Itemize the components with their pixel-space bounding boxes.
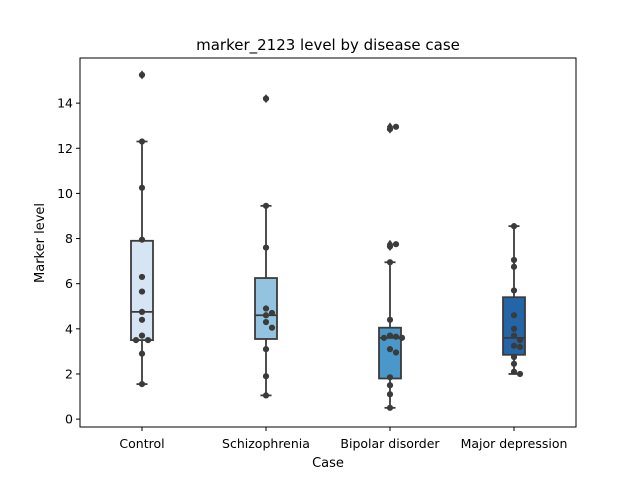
data-point-1-7 (268, 324, 276, 331)
data-point-0-10 (132, 337, 140, 344)
data-point-3-2 (510, 263, 518, 270)
data-point-3-0 (510, 223, 518, 230)
data-point-1-0 (262, 95, 270, 102)
data-point-2-11 (392, 349, 400, 356)
x-tick-label-3: Major depression (461, 436, 568, 451)
data-point-2-8 (380, 334, 388, 341)
data-point-2-0 (386, 125, 394, 133)
data-point-1-5 (262, 312, 270, 319)
data-point-0-8 (138, 332, 146, 339)
y-tick-label-6: 12 (57, 141, 73, 156)
plot-frame (79, 57, 577, 428)
data-point-3-8 (510, 342, 518, 349)
data-point-0-0 (138, 71, 146, 79)
data-point-2-14 (386, 391, 394, 398)
data-point-2-15 (386, 404, 394, 411)
y-tick-label-4: 8 (65, 231, 73, 246)
data-point-3-11 (510, 360, 518, 367)
data-point-1-6 (262, 318, 270, 326)
data-point-0-6 (138, 308, 146, 315)
data-point-1-4 (268, 309, 276, 317)
data-point-3-10 (510, 353, 518, 361)
data-point-1-3 (262, 305, 270, 312)
data-point-3-9 (516, 343, 524, 350)
y-tick-label-5: 10 (57, 186, 73, 201)
y-tick-label-3: 6 (65, 276, 73, 291)
data-point-3-1 (510, 256, 518, 264)
data-point-3-12 (510, 368, 518, 375)
data-point-2-2 (386, 243, 394, 250)
data-point-2-3 (392, 241, 400, 248)
data-point-0-12 (138, 381, 146, 388)
data-point-3-13 (516, 370, 524, 378)
x-tick-label-1: Schizophrenia (222, 436, 310, 451)
data-point-0-9 (144, 337, 152, 344)
plot-area: 0 2 4 6 8 10 12 14 Control Schizophrenia Bipolar d… (57, 57, 577, 451)
data-point-2-12 (386, 374, 394, 381)
data-point-2-4 (386, 259, 394, 266)
data-point-1-10 (262, 392, 270, 399)
data-point-2-13 (386, 382, 394, 389)
x-axis-label: Case (312, 456, 344, 471)
data-point-3-3 (510, 287, 518, 294)
y-axis-label: Marker level (33, 203, 48, 283)
data-point-2-6 (386, 332, 394, 339)
y-tick-label-2: 4 (65, 321, 73, 336)
data-point-2-10 (386, 346, 394, 353)
data-point-0-3 (138, 236, 146, 243)
data-point-3-4 (510, 312, 518, 319)
data-point-0-7 (138, 316, 146, 323)
data-point-0-11 (138, 350, 146, 357)
y-tick-label-0: 0 (65, 412, 73, 427)
data-point-0-4 (138, 273, 146, 281)
y-tick-label-7: 14 (57, 96, 73, 111)
data-point-0-2 (138, 184, 146, 191)
data-point-2-1 (392, 123, 400, 130)
data-point-2-5 (386, 316, 394, 323)
data-point-1-2 (262, 244, 270, 251)
data-point-1-1 (262, 202, 270, 209)
data-point-2-9 (398, 334, 406, 341)
x-tick-label-0: Control (119, 436, 164, 451)
y-tick-label-1: 2 (65, 366, 73, 381)
data-point-1-9 (262, 373, 270, 380)
data-point-0-5 (138, 288, 146, 295)
data-point-3-7 (516, 337, 524, 344)
data-point-3-5 (510, 325, 518, 332)
data-point-2-7 (392, 333, 400, 340)
data-point-1-8 (262, 346, 270, 353)
x-tick-label-2: Bipolar disorder (340, 436, 440, 451)
chart-title: marker_2123 level by disease case (196, 36, 460, 55)
data-point-3-6 (510, 332, 518, 339)
data-point-0-1 (138, 138, 146, 145)
